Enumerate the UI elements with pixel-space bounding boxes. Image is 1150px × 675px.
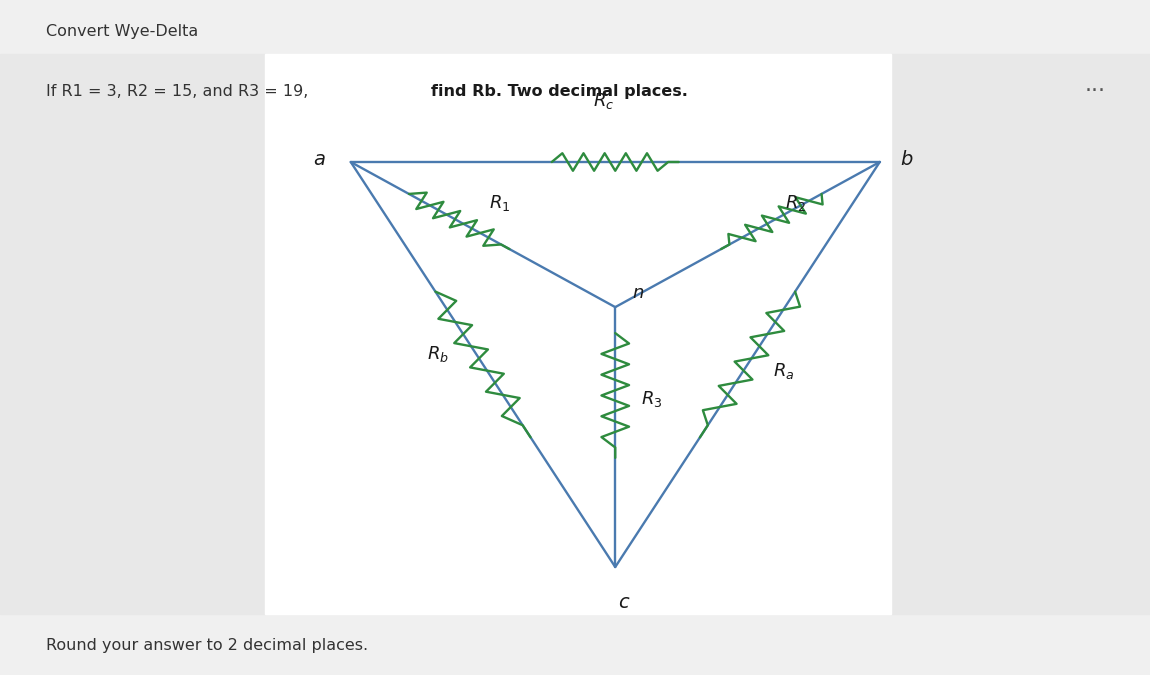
Text: $a$: $a$: [313, 151, 325, 169]
Text: $R_1$: $R_1$: [489, 193, 511, 213]
Text: $R_3$: $R_3$: [641, 389, 662, 409]
Text: $n$: $n$: [632, 284, 645, 302]
Text: $R_c$: $R_c$: [593, 91, 614, 111]
Bar: [0, 54, 264, 614]
Text: $R_b$: $R_b$: [427, 344, 448, 364]
Text: Convert Wye-Delta: Convert Wye-Delta: [46, 24, 198, 38]
Bar: [891, 54, 1150, 614]
Text: $b$: $b$: [900, 151, 914, 169]
Text: Round your answer to 2 decimal places.: Round your answer to 2 decimal places.: [46, 638, 368, 653]
Text: $R_2$: $R_2$: [785, 193, 806, 213]
Bar: [264, 54, 891, 614]
Text: If R1 = 3, R2 = 15, and R3 = 19,: If R1 = 3, R2 = 15, and R3 = 19,: [46, 84, 314, 99]
Text: ···: ···: [1084, 81, 1105, 101]
Text: $c$: $c$: [619, 594, 630, 612]
Text: find Rb. Two decimal places.: find Rb. Two decimal places.: [431, 84, 688, 99]
Text: $R_a$: $R_a$: [773, 361, 795, 381]
